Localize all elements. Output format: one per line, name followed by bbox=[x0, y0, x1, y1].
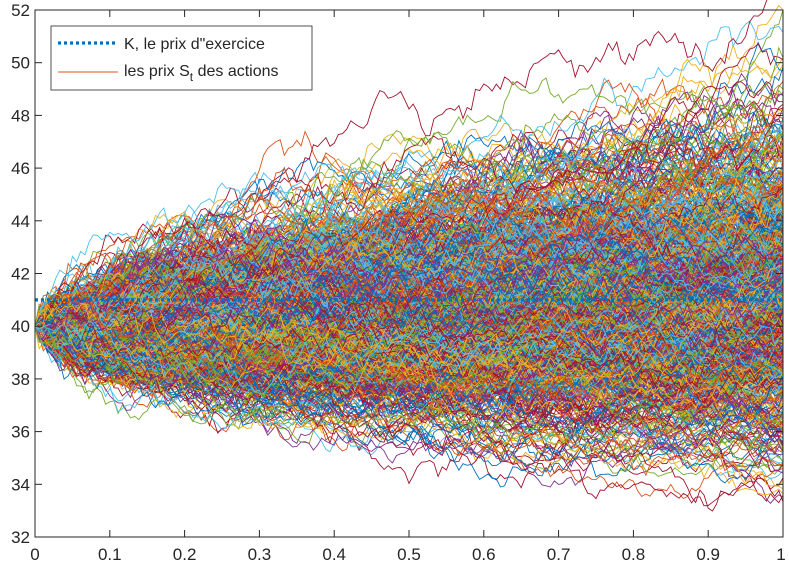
x-tick-label: 1 bbox=[776, 545, 785, 564]
legend-paths-suffix: des actions bbox=[193, 63, 278, 80]
price-path bbox=[34, 130, 784, 330]
price-path bbox=[34, 264, 784, 376]
price-path bbox=[34, 169, 784, 345]
x-tick-label: 0.5 bbox=[397, 545, 421, 564]
price-path bbox=[34, 113, 784, 327]
y-tick-label: 50 bbox=[11, 54, 30, 73]
price-path bbox=[34, 293, 784, 404]
price-path bbox=[34, 252, 784, 349]
legend: K, le prix d"exercice les prix St des ac… bbox=[50, 25, 313, 91]
price-path bbox=[34, 215, 784, 327]
price-path bbox=[34, 308, 784, 394]
price-path bbox=[34, 262, 784, 343]
legend-strike-label: K, le prix d"exercice bbox=[124, 36, 265, 53]
legend-paths-prefix: les prix S bbox=[124, 63, 190, 80]
price-path bbox=[34, 217, 784, 348]
price-path bbox=[34, 294, 784, 367]
y-tick-label: 42 bbox=[11, 265, 30, 284]
legend-box bbox=[50, 25, 313, 91]
y-tick-label: 34 bbox=[11, 475, 30, 494]
y-tick-label: 46 bbox=[11, 159, 30, 178]
legend-paths-subscript: t bbox=[190, 70, 194, 84]
price-path bbox=[34, 303, 784, 394]
price-path bbox=[34, 326, 784, 439]
price-path bbox=[34, 256, 784, 365]
y-tick-label: 36 bbox=[11, 423, 30, 442]
x-tick-label: 0.4 bbox=[322, 545, 346, 564]
price-path bbox=[34, 181, 784, 327]
price-path bbox=[34, 286, 784, 390]
price-path bbox=[34, 103, 784, 327]
price-path bbox=[34, 320, 784, 415]
x-tick-label: 0.9 bbox=[696, 545, 720, 564]
price-path bbox=[34, 43, 784, 341]
price-path bbox=[34, 278, 784, 362]
price-path bbox=[34, 284, 784, 397]
y-tick-label: 44 bbox=[11, 212, 30, 231]
price-path bbox=[34, 316, 784, 439]
price-path bbox=[34, 204, 784, 327]
price-path bbox=[34, 145, 784, 346]
legend-paths-label: les prix St des actions bbox=[124, 63, 279, 84]
price-paths bbox=[34, 0, 784, 512]
x-tick-label: 0.6 bbox=[472, 545, 496, 564]
y-tick-label: 32 bbox=[11, 528, 30, 547]
x-tick-label: 0.8 bbox=[622, 545, 646, 564]
y-tick-label: 40 bbox=[11, 317, 30, 336]
price-path bbox=[34, 274, 784, 366]
price-path bbox=[34, 316, 784, 487]
price-path bbox=[34, 277, 784, 352]
price-path bbox=[34, 311, 784, 409]
price-path bbox=[34, 298, 784, 398]
price-path bbox=[34, 131, 784, 361]
price-path bbox=[34, 325, 784, 433]
price-path bbox=[34, 234, 784, 337]
price-path bbox=[34, 262, 784, 380]
price-path bbox=[34, 254, 784, 331]
y-axis: 32 34 36 38 40 42 44 46 48 50 52 bbox=[11, 1, 783, 547]
y-tick-label: 48 bbox=[11, 106, 30, 125]
price-path bbox=[34, 292, 784, 390]
y-tick-label: 38 bbox=[11, 370, 30, 389]
y-tick-label: 52 bbox=[11, 1, 30, 20]
x-tick-label: 0.1 bbox=[98, 545, 122, 564]
x-tick-label: 0 bbox=[30, 545, 39, 564]
price-path bbox=[34, 220, 784, 352]
price-path bbox=[34, 164, 784, 331]
price-path bbox=[34, 256, 784, 374]
x-tick-label: 0.3 bbox=[248, 545, 272, 564]
price-path bbox=[34, 185, 784, 327]
price-path bbox=[34, 230, 784, 327]
price-path bbox=[34, 281, 784, 366]
x-axis: 0 0.1 0.2 0.3 0.4 0.5 0.6 0.7 0.8 0.9 1 bbox=[30, 10, 786, 564]
price-path bbox=[34, 188, 784, 350]
x-tick-label: 0.2 bbox=[173, 545, 197, 564]
x-tick-label: 0.7 bbox=[547, 545, 571, 564]
price-path bbox=[34, 315, 784, 477]
price-path bbox=[34, 278, 784, 378]
price-path bbox=[34, 118, 784, 337]
